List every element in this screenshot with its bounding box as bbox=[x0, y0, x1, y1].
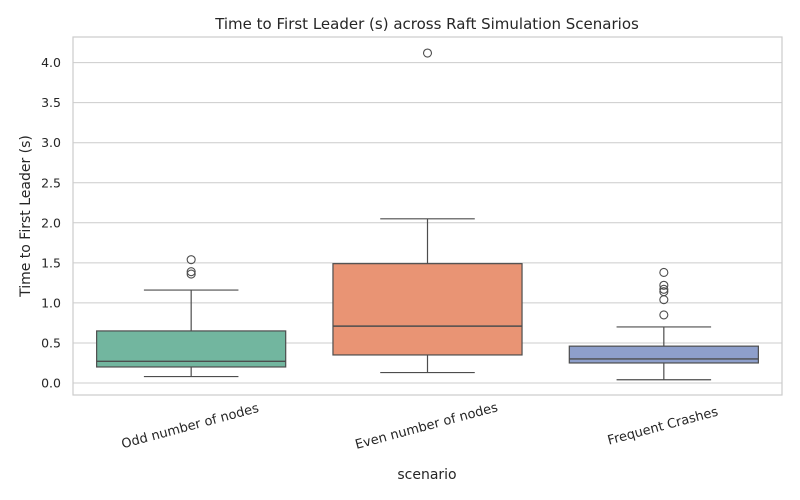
outlier-point bbox=[659, 310, 669, 320]
chart-title: Time to First Leader (s) across Raft Sim… bbox=[214, 15, 639, 33]
plot-frame bbox=[72, 36, 783, 396]
outlier-point bbox=[659, 267, 669, 278]
y-tick-label: 3.5 bbox=[41, 95, 61, 110]
x-axis-label: scenario bbox=[397, 467, 456, 483]
outlier-point bbox=[659, 287, 669, 297]
x-tick-label: Frequent Crashes bbox=[606, 405, 720, 449]
x-tick-label: Even number of nodes bbox=[354, 400, 500, 453]
y-tick-label: 2.0 bbox=[41, 215, 61, 230]
y-tick-label: 2.5 bbox=[41, 175, 61, 190]
outlier-point bbox=[186, 267, 196, 277]
y-tick-label: 1.5 bbox=[41, 255, 61, 270]
y-tick-label: 1.0 bbox=[41, 295, 61, 310]
box-series bbox=[96, 48, 759, 381]
y-tick-label: 0.0 bbox=[41, 375, 61, 390]
y-axis-label: Time to First Leader (s) bbox=[18, 135, 34, 298]
box-iqr bbox=[568, 345, 759, 364]
outlier-point bbox=[659, 284, 669, 294]
outlier-point bbox=[659, 280, 669, 290]
outlier-point bbox=[186, 269, 196, 279]
outlier-point bbox=[186, 255, 196, 265]
box-iqr bbox=[332, 263, 523, 356]
y-tick-label: 0.5 bbox=[41, 335, 61, 350]
outlier-point bbox=[422, 48, 433, 58]
y-tick-label: 4.0 bbox=[41, 55, 61, 70]
x-tick-label: Odd number of nodes bbox=[120, 401, 261, 452]
x-axis-ticks: Odd number of nodes Even number of nodes F… bbox=[120, 400, 720, 453]
y-tick-label: 3.0 bbox=[41, 135, 61, 150]
y-axis-ticks: 0.0 0.5 1.0 1.5 2.0 2.5 3.0 3.5 4.0 bbox=[41, 55, 61, 390]
